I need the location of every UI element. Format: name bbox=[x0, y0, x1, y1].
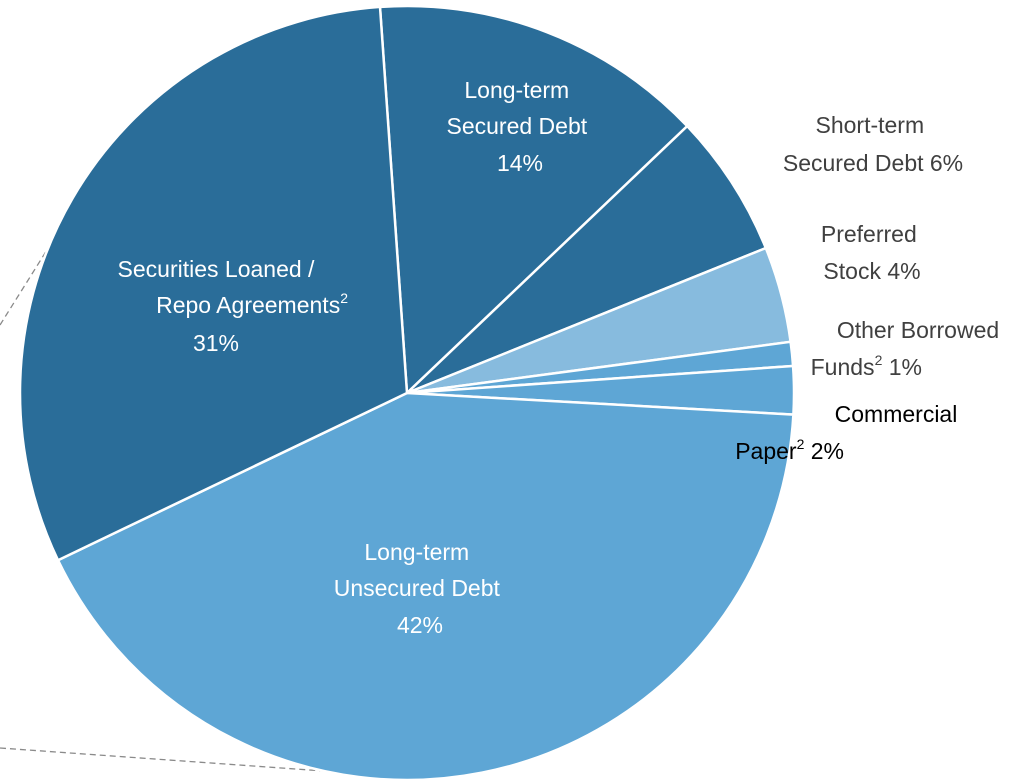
slice-label-ltsd: Long-term Secured Debt 14% bbox=[446, 77, 593, 176]
pie-slice-stsd bbox=[406, 124, 768, 395]
slice-label-obf: Other Borrowed bbox=[837, 317, 999, 343]
slice-label-obf-line2: Funds2 1% bbox=[811, 352, 922, 380]
slice-label-slra-line2: Repo Agreements2 bbox=[156, 290, 348, 318]
pie-slice-ltud bbox=[56, 391, 795, 779]
pie-slices bbox=[18, 4, 796, 779]
pie-slice-slra bbox=[18, 5, 409, 562]
slice-label-stsd: Short-term Secured Debt 6% bbox=[783, 112, 963, 176]
pie-slice-ltsd bbox=[378, 4, 690, 396]
slice-label-cp: Commercial bbox=[835, 401, 958, 427]
slice-label-slra-pct: 31% bbox=[193, 330, 239, 356]
slice-label-pref: Preferred Stock 4% bbox=[821, 221, 923, 284]
guide-line-bottom bbox=[0, 747, 381, 776]
slice-label-cp-line2: Paper2 2% bbox=[735, 436, 844, 464]
slice-label-ltud: Long-term Unsecured Debt 42% bbox=[334, 539, 507, 638]
slice-label-slra: Securities Loaned / bbox=[118, 256, 316, 282]
